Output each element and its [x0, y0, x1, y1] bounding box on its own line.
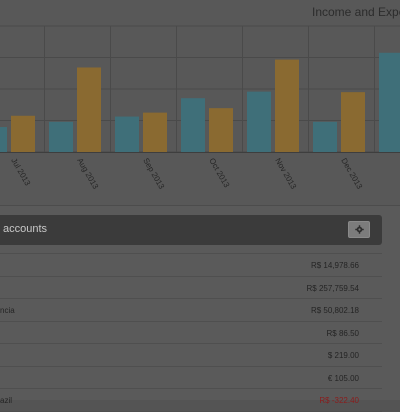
chart-x-tick-label: Dec 2013 [339, 157, 364, 192]
account-balance: R$ -322.40 [319, 396, 359, 405]
income-bar[interactable] [49, 121, 73, 152]
accounts-list: R$ 14,978.66 R$ 257,759.54 ncia R$ 50,802.1… [0, 253, 382, 412]
account-balance: $ 219.00 [327, 351, 359, 360]
expense-bar[interactable] [209, 108, 233, 152]
accounts-header: accounts [0, 215, 382, 245]
account-row[interactable]: R$ 14,978.66 [0, 253, 382, 277]
account-balance: R$ 86.50 [326, 328, 359, 338]
account-row[interactable]: ncia R$ 50,802.18 [0, 299, 382, 322]
account-balance: R$ 50,802.18 [310, 306, 359, 315]
account-balance: R$ 14,978.66 [310, 261, 359, 270]
account-name: azil [0, 396, 13, 405]
account-row[interactable]: R$ 86.50 [0, 322, 382, 344]
chart-x-tick-label: Sep 2013 [141, 157, 166, 192]
income-bar[interactable] [115, 116, 139, 152]
expense-bar[interactable] [11, 115, 35, 152]
chart-x-tick-label: Oct 2013 [207, 157, 231, 190]
expense-bar[interactable] [341, 92, 365, 152]
account-row[interactable]: R$ 257,759.54 [0, 277, 382, 299]
expense-bar[interactable] [143, 112, 167, 152]
expense-bar[interactable] [275, 59, 299, 152]
accounts-title: accounts [3, 223, 48, 235]
expense-bar[interactable] [77, 67, 101, 152]
income-expense-chart-panel: Jul 2013 Aug 2013 Sep 2013 Oct 2013 Nov 2013… [0, 5, 400, 206]
income-bar[interactable] [247, 91, 271, 152]
account-row[interactable]: azil R$ -322.40 [0, 389, 382, 412]
account-row[interactable]: $ 219.00 [0, 344, 382, 367]
account-row[interactable]: € 105.00 [0, 367, 382, 389]
account-balance: R$ 257,759.54 [306, 283, 360, 293]
income-bar[interactable] [0, 127, 7, 152]
income-bar[interactable] [313, 121, 337, 152]
account-name: ncia [0, 306, 15, 315]
accounts-settings-button[interactable] [348, 221, 370, 238]
chart-title: Income and Expe [312, 5, 400, 19]
income-expense-chart: Jul 2013 Aug 2013 Sep 2013 Oct 2013 Nov 2013… [0, 25, 400, 192]
chart-x-tick-label: Aug 2013 [75, 157, 100, 192]
chart-x-tick-label: Nov 2013 [273, 157, 298, 192]
income-bar[interactable] [379, 52, 400, 152]
gear-icon [354, 225, 364, 234]
income-bar[interactable] [181, 98, 205, 152]
chart-x-tick-label: Jul 2013 [9, 157, 32, 188]
account-balance: € 105.00 [327, 373, 359, 383]
accounts-panel: accounts R$ 14,978.66 R$ 257,759.54 ncia R$… [0, 206, 400, 412]
